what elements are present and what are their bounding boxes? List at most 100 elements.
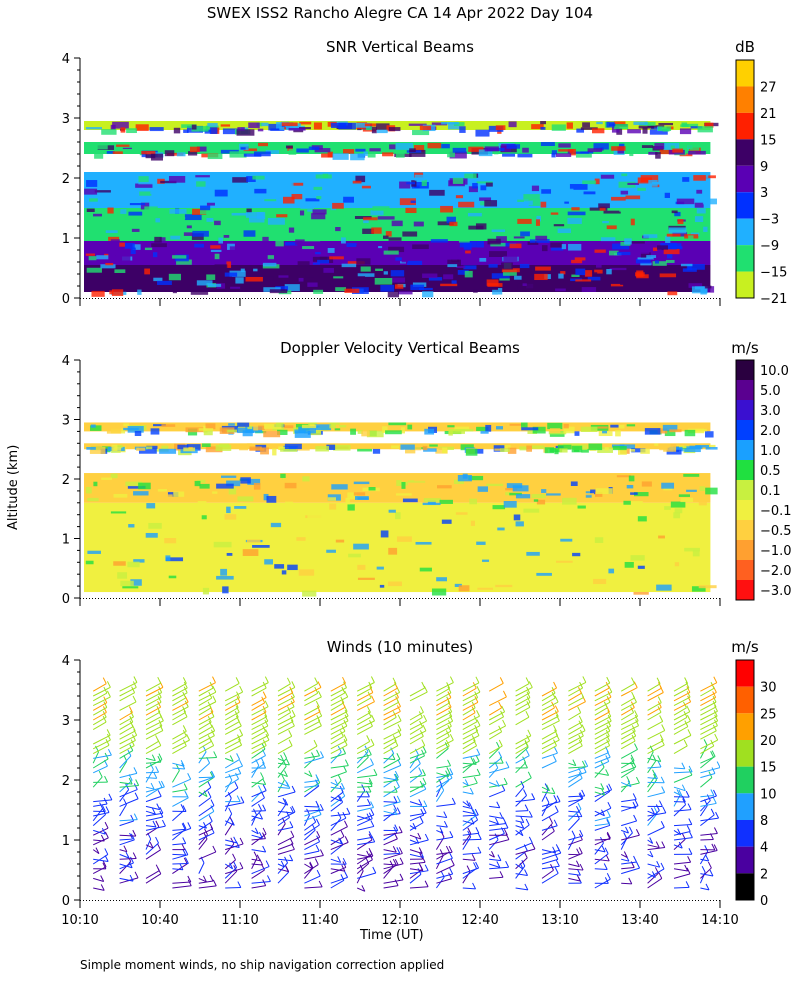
wind-barb — [172, 711, 186, 721]
wind-barb-flag — [607, 690, 612, 698]
wind-barb-flag — [633, 814, 638, 822]
heatmap-cell — [383, 250, 399, 255]
heatmap-cell — [419, 125, 432, 131]
wind-barb-flag — [237, 767, 242, 774]
heatmap-cell — [431, 122, 448, 126]
wind-barb — [409, 801, 422, 806]
colorbar-label: 1.0 — [760, 444, 781, 459]
wind-barb — [700, 756, 714, 769]
heatmap-cell — [640, 262, 652, 266]
wind-barb — [172, 697, 186, 707]
wind-barb — [462, 810, 475, 815]
wind-barb — [198, 762, 210, 774]
wind-barb — [145, 838, 152, 850]
wind-barb — [541, 825, 558, 831]
wind-barb-flag — [309, 862, 314, 870]
heatmap-cell — [220, 475, 237, 478]
heatmap-cell — [239, 446, 249, 451]
heatmap-cell — [676, 445, 690, 449]
heatmap-cell — [194, 243, 205, 248]
heatmap-cell — [454, 583, 462, 587]
heatmap-cell — [459, 126, 466, 133]
wind-barb-flag — [309, 861, 314, 869]
heatmap-cell — [362, 129, 377, 132]
wind-barb-flag — [683, 739, 688, 747]
wind-barb-flag — [628, 877, 633, 885]
heatmap-cell — [531, 124, 544, 130]
wind-barb — [356, 839, 373, 851]
wind-barb — [304, 850, 320, 855]
wind-barb-flag — [100, 834, 105, 842]
heatmap-cell — [692, 549, 700, 557]
heatmap-cell — [529, 239, 536, 243]
wind-barb — [330, 753, 346, 759]
wind-barb — [119, 858, 137, 860]
heatmap-cell — [240, 147, 246, 150]
heatmap-cell — [513, 552, 530, 556]
wind-barb-flag — [554, 867, 559, 874]
heatmap-cell — [245, 212, 264, 218]
heatmap-cell — [308, 422, 318, 425]
wind-barb-flag — [473, 776, 478, 784]
wind-barb — [700, 730, 717, 740]
wind-barb-flag — [132, 695, 137, 703]
wind-barb-flag — [423, 714, 428, 722]
heatmap-cell — [606, 225, 617, 230]
wind-barb — [198, 825, 207, 829]
wind-barb — [198, 701, 217, 711]
wind-barb — [673, 824, 692, 827]
heatmap-cell — [595, 492, 603, 497]
heatmap-cell — [402, 498, 418, 503]
wind-barb — [436, 711, 452, 721]
heatmap-cell — [387, 290, 400, 298]
heatmap-cell — [296, 148, 309, 153]
heatmap-cell — [321, 483, 330, 489]
heatmap-cell — [550, 242, 563, 248]
heatmap-cell — [166, 494, 173, 501]
wind-barb — [119, 730, 136, 740]
wind-barb — [515, 857, 528, 870]
heatmap-cell — [184, 214, 202, 221]
heatmap-cell — [551, 150, 557, 155]
wind-barb — [119, 804, 127, 817]
heatmap-cell — [150, 428, 160, 435]
heatmap-cell — [522, 283, 527, 287]
wind-barb — [594, 735, 610, 745]
heatmap-cell — [652, 261, 667, 266]
wind-barb — [541, 730, 557, 740]
heatmap-cell — [440, 283, 458, 287]
wind-barb-flag — [551, 787, 556, 794]
wind-barb-flag — [657, 696, 662, 703]
heatmap-cell — [550, 212, 559, 215]
wind-barb-flag — [655, 804, 660, 811]
heatmap-cell — [700, 289, 707, 295]
heatmap-cell — [523, 508, 540, 513]
wind-barb-flag — [446, 696, 451, 704]
wind-barb — [198, 740, 212, 750]
heatmap-cell — [301, 424, 317, 429]
wind-barb — [383, 730, 402, 740]
wind-barb-flag — [550, 825, 555, 832]
heatmap-cell — [202, 587, 210, 595]
heatmap-cell — [409, 149, 426, 157]
heatmap-cell — [391, 277, 406, 283]
wind-barb-flag — [687, 695, 692, 703]
wind-barb — [700, 701, 717, 711]
wind-barb-flag — [344, 871, 349, 878]
wind-barb — [304, 809, 324, 812]
heatmap-cell — [410, 284, 425, 291]
heatmap-cell — [577, 505, 586, 509]
wind-barb — [409, 730, 427, 740]
wind-barb-flag — [554, 729, 559, 736]
heatmap-cell — [451, 259, 460, 263]
wind-barb-flag — [705, 883, 710, 891]
heatmap-cell — [265, 150, 280, 154]
heatmap-cell — [447, 425, 455, 428]
wind-barb-flag — [207, 791, 212, 798]
wind-barb — [224, 798, 232, 812]
heatmap-cell — [172, 287, 177, 294]
wind-barb — [119, 755, 132, 769]
heatmap-cell — [283, 475, 289, 482]
wind-barb — [251, 720, 269, 731]
wind-barb-flag — [317, 808, 322, 815]
